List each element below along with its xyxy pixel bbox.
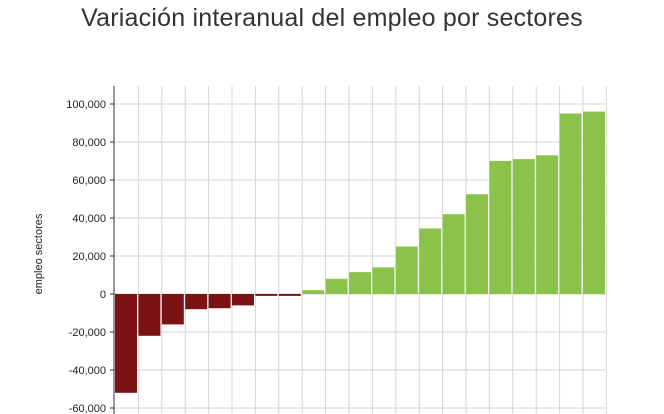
y-tick-label: 20,000 bbox=[72, 251, 106, 263]
bar bbox=[302, 290, 325, 294]
bar bbox=[325, 278, 348, 294]
bars bbox=[115, 111, 605, 393]
bar bbox=[208, 294, 231, 309]
bar bbox=[536, 155, 559, 294]
bar bbox=[138, 294, 161, 336]
y-tick-label: -40,000 bbox=[69, 365, 106, 377]
bar bbox=[278, 294, 301, 296]
bar bbox=[161, 294, 184, 325]
chart-title: Variación interanual del empleo por sect… bbox=[81, 4, 583, 32]
bar bbox=[466, 194, 488, 294]
y-tick-label: -60,000 bbox=[69, 403, 106, 414]
bar bbox=[489, 161, 512, 294]
y-tick-labels: 100,000 80,000 60,000 40,000 20,000 0 -20,000 -… bbox=[66, 99, 106, 414]
bar bbox=[349, 272, 371, 294]
bar bbox=[442, 214, 465, 294]
bar bbox=[395, 246, 418, 294]
y-axis-label: empleo sectores bbox=[33, 213, 45, 294]
bar bbox=[255, 294, 278, 296]
y-tick-label: 100,000 bbox=[66, 99, 106, 111]
bar bbox=[559, 113, 582, 294]
y-tick-label: 0 bbox=[100, 289, 106, 301]
bar bbox=[372, 267, 395, 294]
y-tick-label: -20,000 bbox=[69, 327, 106, 339]
bar bbox=[419, 228, 442, 294]
bar bbox=[232, 294, 254, 306]
bar bbox=[583, 111, 605, 294]
bar bbox=[115, 294, 137, 393]
bar bbox=[512, 159, 535, 294]
bar bbox=[185, 294, 208, 310]
y-tick-label: 80,000 bbox=[72, 137, 106, 149]
y-tick-label: 60,000 bbox=[72, 175, 106, 187]
y-tick-label: 40,000 bbox=[72, 213, 106, 225]
